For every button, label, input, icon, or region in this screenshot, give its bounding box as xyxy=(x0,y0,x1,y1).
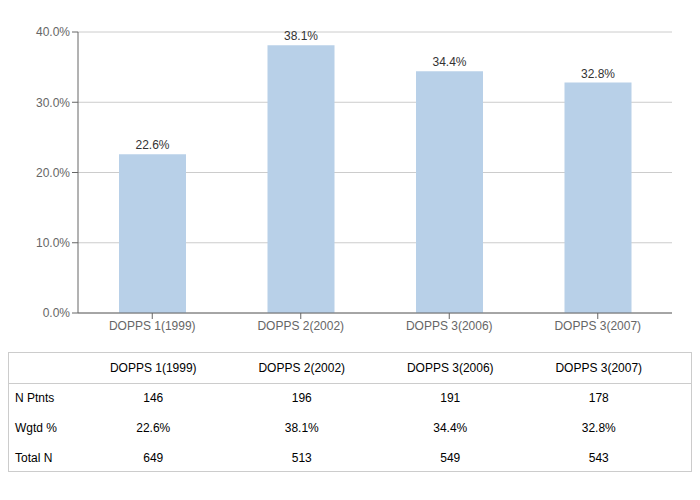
html-text:649: 649 xyxy=(143,451,164,465)
html-text:178: 178 xyxy=(588,391,609,405)
html-text:22.6%: 22.6% xyxy=(136,421,171,435)
svg-text:20.0%: 20.0% xyxy=(36,166,70,180)
html-text:196: 196 xyxy=(291,391,312,405)
svg-text:34.4%: 34.4% xyxy=(432,55,466,69)
svg-text:40.0%: 40.0% xyxy=(36,25,70,39)
svg-text:DOPPS 3(2007): DOPPS 3(2007) xyxy=(554,319,641,333)
html-text:N Ptnts: N Ptnts xyxy=(15,391,55,405)
svg-text:38.1%: 38.1% xyxy=(284,29,318,43)
html-text:Total N: Total N xyxy=(15,451,53,465)
svg-text:32.8%: 32.8% xyxy=(581,67,615,81)
html-text:34.4%: 34.4% xyxy=(433,421,468,435)
html-text:543: 543 xyxy=(588,451,609,465)
svg-text:DOPPS 3(2006): DOPPS 3(2006) xyxy=(406,319,493,333)
svg-text:10.0%: 10.0% xyxy=(36,236,70,250)
html-text:Wgtd %: Wgtd % xyxy=(15,421,57,435)
html-text:DOPPS 3(2006): DOPPS 3(2006) xyxy=(406,361,494,375)
html-text:146: 146 xyxy=(143,391,164,405)
html-text:DOPPS 2(2002): DOPPS 2(2002) xyxy=(258,361,346,375)
svg-text:DOPPS 1(1999): DOPPS 1(1999) xyxy=(109,319,196,333)
svg-text:30.0%: 30.0% xyxy=(36,96,70,110)
html-text:DOPPS 1(1999): DOPPS 1(1999) xyxy=(109,361,197,375)
html-text:191: 191 xyxy=(440,391,461,405)
html-text:32.8%: 32.8% xyxy=(581,421,616,435)
html-text:513: 513 xyxy=(291,451,312,465)
svg-text:0.0%: 0.0% xyxy=(43,306,71,320)
html-text:DOPPS 3(2007): DOPPS 3(2007) xyxy=(555,361,643,375)
html-text:38.1%: 38.1% xyxy=(284,421,319,435)
svg-text:DOPPS 2(2002): DOPPS 2(2002) xyxy=(257,319,344,333)
html-text:549: 549 xyxy=(440,451,461,465)
svg-text:22.6%: 22.6% xyxy=(135,138,169,152)
